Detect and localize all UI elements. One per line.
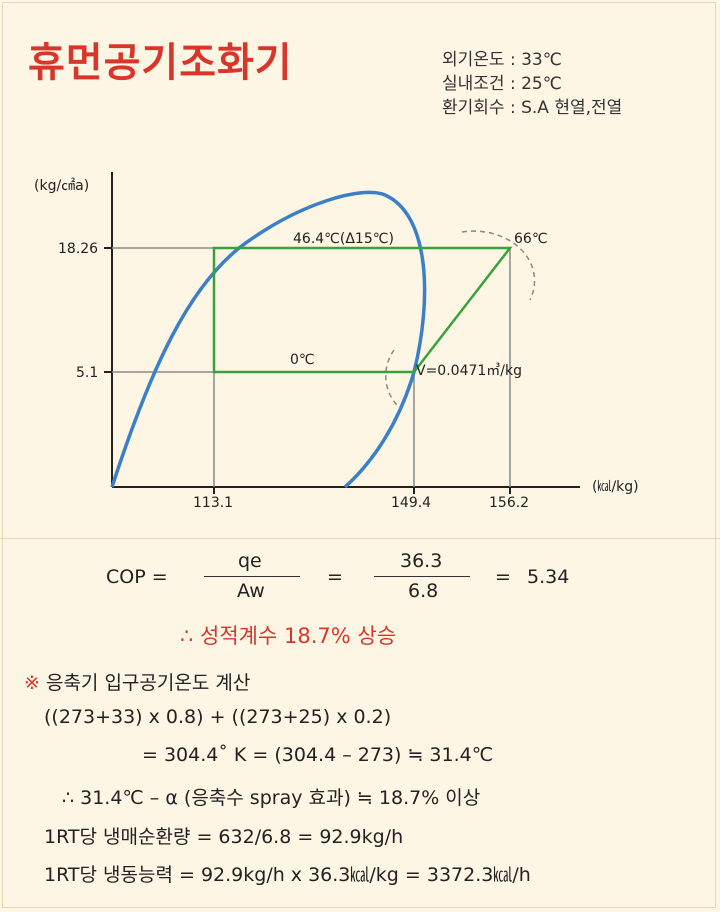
equals-sign: = [495, 566, 511, 588]
calc-heading-row: ※ 응축기 입구공기온도 계산 [24, 668, 250, 695]
condition-value: S.A 현열,전열 [521, 98, 623, 118]
conclusion-text: ∴ 성적계수 18.7% 상승 [180, 624, 397, 648]
calc-line: = 304.4˚ K = (304.4 – 273) ≒ 31.4℃ [142, 744, 494, 766]
cop-numerator-qe: qe [238, 550, 262, 572]
fraction-bar [374, 576, 470, 577]
discharge-temp-label: 66℃ [514, 231, 548, 247]
cop-denominator-aw: Aw [237, 580, 265, 602]
reference-mark: ※ [24, 672, 40, 694]
condition-value: 25℃ [521, 74, 562, 94]
condition-sep: : [509, 50, 516, 70]
conditions-block: 외기온도 : 33℃ 실내조건 : 25℃ 환기회수 : S.A 현열,전열 [442, 48, 622, 120]
evaporating-label: 0℃ [290, 352, 315, 368]
condition-value: 33℃ [521, 50, 562, 70]
condition-sep: : [509, 98, 516, 118]
cop-lhs: COP = [106, 566, 168, 588]
y-axis-unit: (kg/㎠a) [34, 178, 89, 194]
page-title: 휴먼공기조화기 [28, 40, 293, 86]
cop-equation: COP = qe Aw = 36.3 6.8 = 5.34 [0, 548, 720, 608]
saturation-dome [110, 190, 427, 489]
equals-sign: = [327, 566, 343, 588]
x-axis-unit: (㎉/kg) [592, 479, 639, 495]
suction-arc [385, 349, 401, 409]
ph-diagram: (kg/㎠a) (㎉/kg) 18.26 5.1 113.1 149.4 156… [34, 172, 639, 511]
x-tick-label: 156.2 [489, 495, 529, 511]
calc-line: 1RT당 냉매순환량 = 632/6.8 = 92.9kg/h [44, 826, 404, 848]
cop-result: 5.34 [527, 566, 570, 588]
x-tick-label: 113.1 [193, 495, 233, 511]
guide-lines [112, 247, 511, 487]
specific-volume-label: V=0.0471㎥/kg [416, 363, 522, 379]
condition-sep: : [509, 74, 516, 94]
calc-heading: 응축기 입구공기온도 계산 [45, 672, 251, 694]
y-tick-label: 5.1 [76, 365, 98, 381]
calc-line: ∴ 31.4℃ – α (응축수 spray 효과) ≒ 18.7% 이상 [62, 787, 481, 809]
cop-numerator-value: 36.3 [400, 550, 443, 572]
refrigeration-cycle [212, 246, 513, 374]
condition-outdoor: 외기온도 : 33℃ [442, 48, 622, 72]
condition-ventilation: 환기회수 : S.A 현열,전열 [442, 96, 622, 120]
condition-label: 실내조건 [442, 74, 505, 94]
calc-line: ((273+33) x 0.8) + ((273+25) x 0.2) [44, 706, 392, 728]
y-tick-label: 18.26 [58, 241, 98, 257]
discharge-arc [461, 230, 536, 301]
calc-line: 1RT당 냉동능력 = 92.9kg/h x 36.3㎉/kg = 3372.3… [44, 864, 531, 886]
condition-label: 외기온도 [442, 50, 505, 70]
condition-indoor: 실내조건 : 25℃ [442, 72, 622, 96]
x-tick-label: 149.4 [391, 495, 431, 511]
fraction-bar [204, 576, 300, 577]
condition-label: 환기회수 [442, 98, 505, 118]
cop-denominator-value: 6.8 [408, 580, 439, 602]
condensing-label: 46.4℃(Δ15℃) [293, 231, 394, 247]
section-divider [0, 538, 720, 539]
